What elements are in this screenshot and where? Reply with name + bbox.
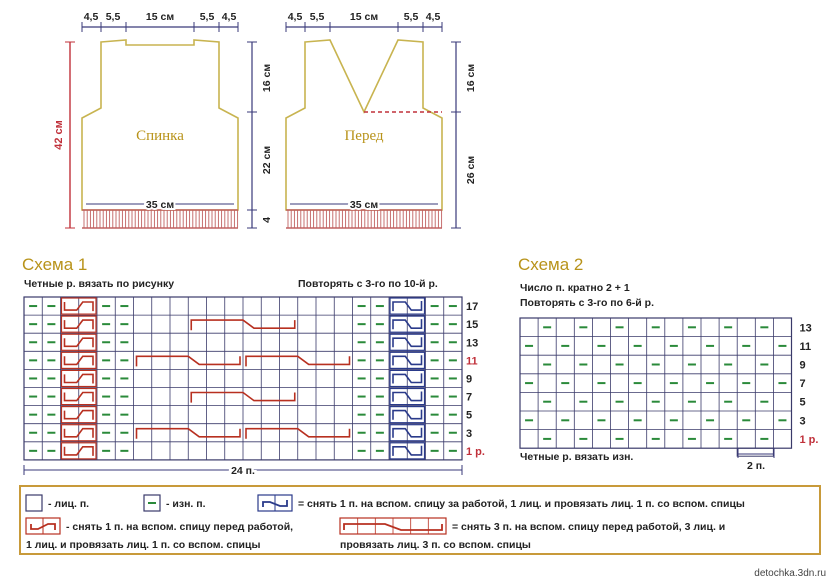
- scheme2-note-2: Повторять с 3-го по 6-й р.: [520, 297, 654, 309]
- legend-knit-symbol: [25, 494, 43, 512]
- front-dim-top-1: 4,5: [288, 11, 303, 23]
- front-dim-top-3: 15 см: [350, 11, 378, 23]
- front-bottom-width: 35 см: [350, 199, 378, 211]
- scheme2-row-label: 3: [800, 415, 806, 427]
- legend-cable-back-text: = снять 1 п. на вспом. спицу за работой,…: [298, 498, 745, 510]
- scheme1-grid: [23, 296, 463, 461]
- legend-cable3-text-1: = снять 3 п. на вспом. спицу перед работ…: [452, 521, 725, 533]
- front-dim-top-5: 4,5: [426, 11, 441, 23]
- front-piece-label: Перед: [344, 128, 383, 144]
- scheme-1: Схема 1 Четные р. вязать по рисунку Повт…: [22, 255, 485, 480]
- scheme1-row-label: 9: [466, 373, 472, 385]
- back-dim-top-2: 5,5: [106, 11, 121, 23]
- back-piece-label: Спинка: [136, 128, 184, 144]
- back-piece: 4,5 5,5 15 см 5,5 4,5 Спинка 35 см 42 см…: [53, 11, 273, 229]
- legend-cable3-symbol: [339, 517, 447, 535]
- back-bottom-width: 35 см: [146, 199, 174, 211]
- front-rib-band: [286, 209, 443, 229]
- scheme2-repeat: 2 п.: [747, 460, 765, 472]
- footer-site: detochka.3dn.ru: [754, 568, 826, 579]
- scheme1-stitch-count: 24 п.: [231, 465, 255, 477]
- front-piece: 4,5 5,5 15 см 5,5 4,5 Перед 35 см 16 см …: [285, 11, 477, 229]
- front-dim-right-1: 16 см: [465, 64, 477, 92]
- front-dim-top-2: 5,5: [310, 11, 325, 23]
- legend-purl-text: - изн. п.: [166, 498, 206, 510]
- scheme2-row-label: 5: [800, 397, 806, 409]
- scheme2-title: Схема 2: [518, 255, 583, 274]
- legend-knit-text: - лиц. п.: [48, 498, 89, 510]
- scheme1-row-label: 7: [466, 392, 472, 404]
- back-dim-top-4: 5,5: [200, 11, 215, 23]
- scheme1-row-label: 15: [466, 319, 478, 331]
- back-height-total: 42 см: [53, 120, 65, 150]
- legend: - лиц. п. - изн. п. = снять 1 п. на вспо…: [19, 485, 821, 555]
- scheme1-note-right: Повторять с 3-го по 10-й р.: [298, 278, 438, 290]
- back-dim-right-2: 22 см: [261, 146, 273, 174]
- scheme1-row-labels: 17 15 13 11 9 7 5 3 1 р.: [466, 301, 485, 458]
- back-dim-top-3: 15 см: [146, 11, 174, 23]
- back-rib-band: [82, 209, 239, 229]
- scheme1-title: Схема 1: [22, 255, 87, 274]
- scheme1-row-label: 5: [466, 410, 472, 422]
- scheme1-row-label: 17: [466, 301, 478, 313]
- back-dim-right-1: 16 см: [261, 64, 273, 92]
- scheme1-row-label: 11: [466, 355, 478, 367]
- front-dim-right-2: 26 см: [465, 156, 477, 184]
- back-dim-right-3: 4: [261, 217, 273, 223]
- scheme2-note-1: Число п. кратно 2 + 1: [520, 282, 630, 294]
- scheme2-row-labels: 13 11 9 7 5 3 1 р.: [800, 322, 819, 446]
- legend-cable3-text-2: провязать лиц. 3 п. со вспом. спицы: [340, 539, 531, 551]
- scheme1-note-left: Четные р. вязать по рисунку: [24, 278, 174, 290]
- scheme2-row-label: 13: [800, 322, 812, 334]
- legend-cable-front-text-2: 1 лиц. и провязать лиц. 1 п. со вспом. с…: [26, 539, 260, 551]
- front-dim-top-4: 5,5: [404, 11, 419, 23]
- scheme2-row-label: 7: [800, 378, 806, 390]
- scheme1-row-label: 13: [466, 337, 478, 349]
- scheme2-bottom-note: Четные р. вязать изн.: [520, 451, 633, 463]
- legend-cable-front-text-1: - снять 1 п. на вспом. спицу перед работ…: [66, 521, 293, 533]
- legend-cable-front-symbol: [25, 517, 61, 535]
- legend-cable-back-symbol: [257, 494, 293, 512]
- back-dim-top-1: 4,5: [84, 11, 99, 23]
- scheme2-grid: [519, 317, 793, 457]
- scheme2-row-label: 9: [800, 360, 806, 372]
- back-dim-top-5: 4,5: [222, 11, 237, 23]
- scheme1-row-label: 3: [466, 428, 472, 440]
- scheme-2: Схема 2 Число п. кратно 2 + 1 Повторять …: [518, 255, 818, 472]
- scheme1-row-label: 1 р.: [466, 446, 485, 458]
- scheme2-row-label: 11: [800, 341, 812, 353]
- scheme2-row-label: 1 р.: [800, 434, 819, 446]
